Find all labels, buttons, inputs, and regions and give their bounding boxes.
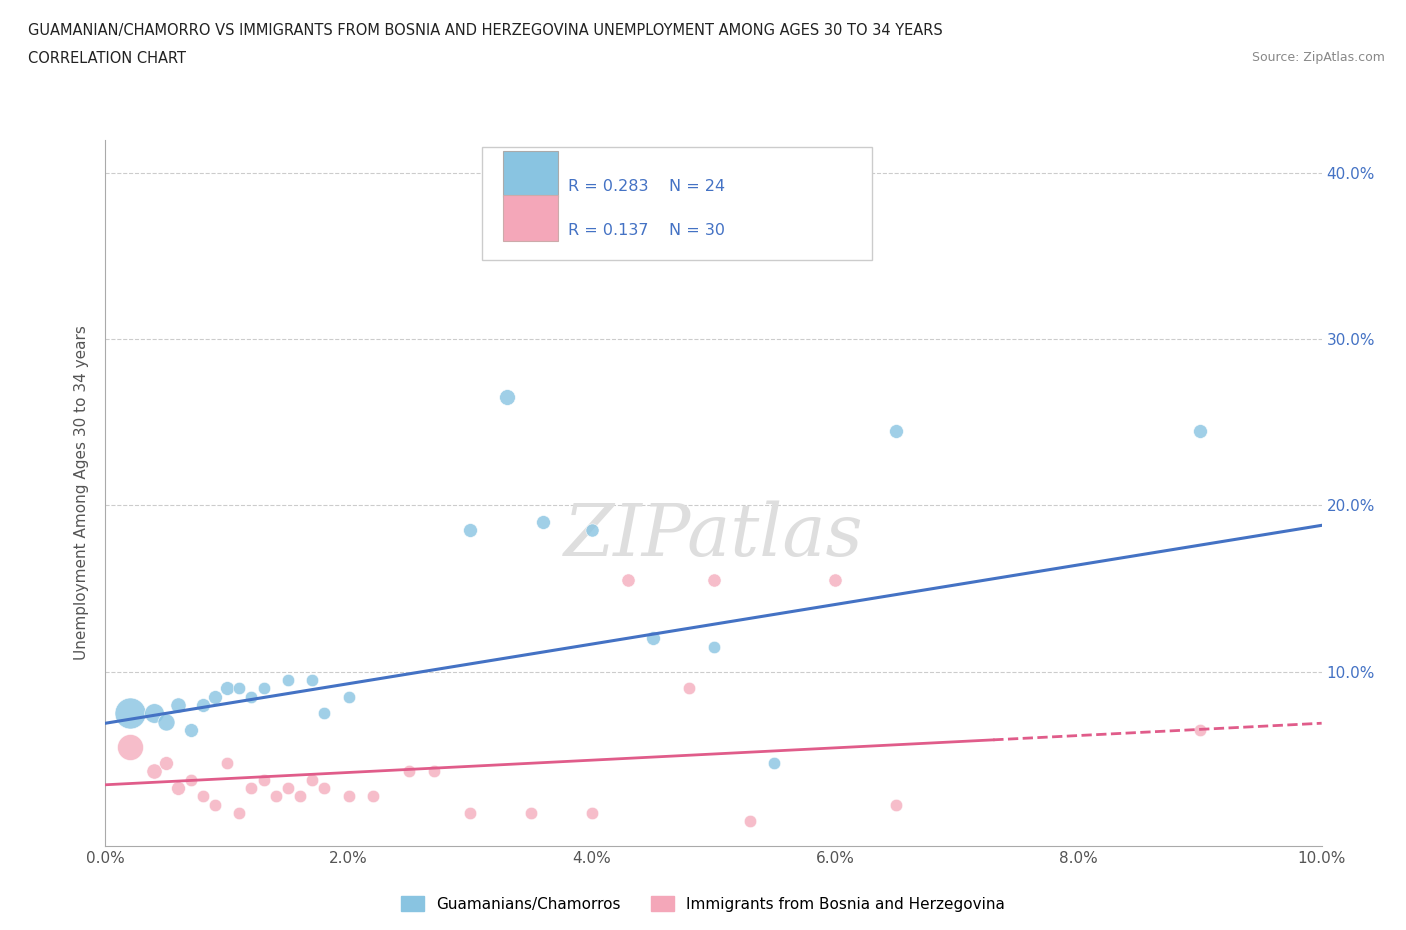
Point bbox=[520, 805, 543, 820]
Text: R = 0.137    N = 30: R = 0.137 N = 30 bbox=[568, 223, 724, 238]
Point bbox=[314, 706, 336, 721]
Point bbox=[301, 672, 323, 687]
Point bbox=[204, 689, 226, 704]
Point bbox=[155, 756, 177, 771]
Point bbox=[301, 772, 323, 787]
Point bbox=[702, 573, 725, 588]
Point bbox=[531, 514, 554, 529]
Point bbox=[884, 797, 907, 812]
Point bbox=[738, 814, 761, 829]
Text: CORRELATION CHART: CORRELATION CHART bbox=[28, 51, 186, 66]
Point bbox=[167, 780, 190, 795]
Point bbox=[264, 789, 287, 804]
Point bbox=[702, 639, 725, 654]
Point bbox=[641, 631, 664, 645]
Point bbox=[617, 573, 640, 588]
Point bbox=[252, 681, 274, 696]
Point bbox=[217, 756, 239, 771]
Point bbox=[277, 780, 299, 795]
Point bbox=[458, 805, 481, 820]
Point bbox=[824, 573, 846, 588]
Point bbox=[884, 423, 907, 438]
Text: Source: ZipAtlas.com: Source: ZipAtlas.com bbox=[1251, 51, 1385, 64]
Point bbox=[678, 681, 700, 696]
Point bbox=[204, 797, 226, 812]
Point bbox=[581, 805, 603, 820]
Y-axis label: Unemployment Among Ages 30 to 34 years: Unemployment Among Ages 30 to 34 years bbox=[75, 326, 90, 660]
Point bbox=[763, 756, 786, 771]
Point bbox=[217, 681, 239, 696]
Point bbox=[118, 706, 141, 721]
Point bbox=[143, 706, 166, 721]
Legend: Guamanians/Chamorros, Immigrants from Bosnia and Herzegovina: Guamanians/Chamorros, Immigrants from Bo… bbox=[395, 889, 1011, 918]
Point bbox=[118, 739, 141, 754]
Point bbox=[252, 772, 274, 787]
Point bbox=[337, 789, 360, 804]
Point bbox=[240, 780, 263, 795]
Point bbox=[581, 523, 603, 538]
Text: R = 0.283    N = 24: R = 0.283 N = 24 bbox=[568, 179, 724, 193]
Point bbox=[398, 764, 420, 779]
Point bbox=[1188, 723, 1211, 737]
Point bbox=[495, 390, 517, 405]
Point bbox=[240, 689, 263, 704]
Point bbox=[1188, 423, 1211, 438]
FancyBboxPatch shape bbox=[503, 151, 558, 197]
Point bbox=[228, 681, 250, 696]
Point bbox=[423, 764, 446, 779]
Point bbox=[191, 698, 214, 712]
Point bbox=[288, 789, 311, 804]
Point bbox=[337, 689, 360, 704]
Point bbox=[155, 714, 177, 729]
Point bbox=[180, 723, 202, 737]
Point bbox=[228, 805, 250, 820]
FancyBboxPatch shape bbox=[503, 195, 558, 241]
Point bbox=[191, 789, 214, 804]
Text: ZIPatlas: ZIPatlas bbox=[564, 500, 863, 571]
Point bbox=[143, 764, 166, 779]
Point bbox=[277, 672, 299, 687]
Text: GUAMANIAN/CHAMORRO VS IMMIGRANTS FROM BOSNIA AND HERZEGOVINA UNEMPLOYMENT AMONG : GUAMANIAN/CHAMORRO VS IMMIGRANTS FROM BO… bbox=[28, 23, 943, 38]
Point bbox=[314, 780, 336, 795]
Point bbox=[180, 772, 202, 787]
FancyBboxPatch shape bbox=[482, 147, 872, 259]
Point bbox=[167, 698, 190, 712]
Point bbox=[361, 789, 384, 804]
Point bbox=[458, 523, 481, 538]
